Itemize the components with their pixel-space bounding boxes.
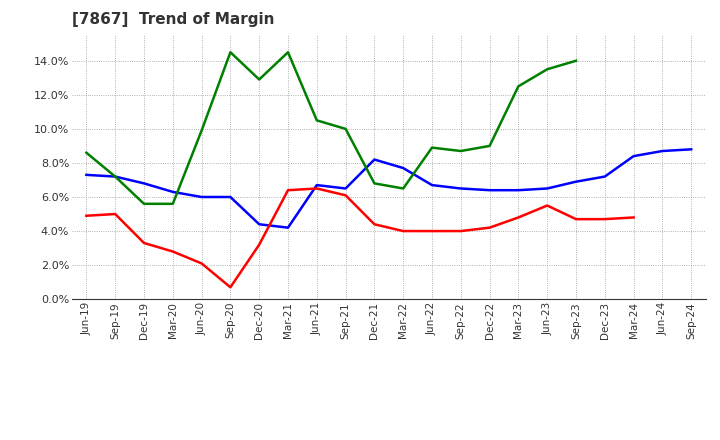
Operating Cashflow xyxy=(284,50,292,55)
Net Income xyxy=(111,211,120,216)
Ordinary Income xyxy=(543,186,552,191)
Ordinary Income xyxy=(514,187,523,193)
Ordinary Income xyxy=(82,172,91,177)
Net Income xyxy=(629,215,638,220)
Net Income xyxy=(168,249,177,254)
Ordinary Income xyxy=(687,147,696,152)
Text: [7867]  Trend of Margin: [7867] Trend of Margin xyxy=(72,12,274,27)
Operating Cashflow xyxy=(428,145,436,150)
Ordinary Income xyxy=(140,181,148,186)
Operating Cashflow xyxy=(399,186,408,191)
Operating Cashflow xyxy=(341,126,350,132)
Ordinary Income xyxy=(111,174,120,179)
Operating Cashflow xyxy=(255,77,264,82)
Net Income xyxy=(284,187,292,193)
Line: Ordinary Income: Ordinary Income xyxy=(86,149,691,227)
Operating Cashflow xyxy=(456,148,465,154)
Ordinary Income xyxy=(370,157,379,162)
Net Income xyxy=(485,225,494,230)
Operating Cashflow xyxy=(485,143,494,149)
Operating Cashflow xyxy=(514,84,523,89)
Ordinary Income xyxy=(312,183,321,188)
Line: Net Income: Net Income xyxy=(86,188,634,287)
Ordinary Income xyxy=(428,183,436,188)
Ordinary Income xyxy=(572,179,580,184)
Operating Cashflow xyxy=(82,150,91,155)
Ordinary Income xyxy=(255,222,264,227)
Net Income xyxy=(514,215,523,220)
Ordinary Income xyxy=(629,154,638,159)
Net Income xyxy=(140,240,148,246)
Net Income xyxy=(428,228,436,234)
Operating Cashflow xyxy=(370,181,379,186)
Ordinary Income xyxy=(226,194,235,200)
Ordinary Income xyxy=(168,189,177,194)
Operating Cashflow xyxy=(543,66,552,72)
Operating Cashflow xyxy=(197,128,206,133)
Ordinary Income xyxy=(600,174,609,179)
Operating Cashflow xyxy=(572,58,580,63)
Ordinary Income xyxy=(456,186,465,191)
Net Income xyxy=(255,242,264,247)
Ordinary Income xyxy=(658,148,667,154)
Net Income xyxy=(399,228,408,234)
Ordinary Income xyxy=(197,194,206,200)
Net Income xyxy=(226,285,235,290)
Net Income xyxy=(82,213,91,218)
Ordinary Income xyxy=(485,187,494,193)
Operating Cashflow xyxy=(111,174,120,179)
Net Income xyxy=(543,203,552,208)
Operating Cashflow xyxy=(168,201,177,206)
Ordinary Income xyxy=(341,186,350,191)
Operating Cashflow xyxy=(226,50,235,55)
Net Income xyxy=(456,228,465,234)
Net Income xyxy=(572,216,580,222)
Net Income xyxy=(312,186,321,191)
Net Income xyxy=(600,216,609,222)
Net Income xyxy=(197,261,206,266)
Operating Cashflow xyxy=(312,118,321,123)
Line: Operating Cashflow: Operating Cashflow xyxy=(86,52,576,204)
Operating Cashflow xyxy=(140,201,148,206)
Ordinary Income xyxy=(284,225,292,230)
Net Income xyxy=(370,222,379,227)
Ordinary Income xyxy=(399,165,408,171)
Net Income xyxy=(341,193,350,198)
